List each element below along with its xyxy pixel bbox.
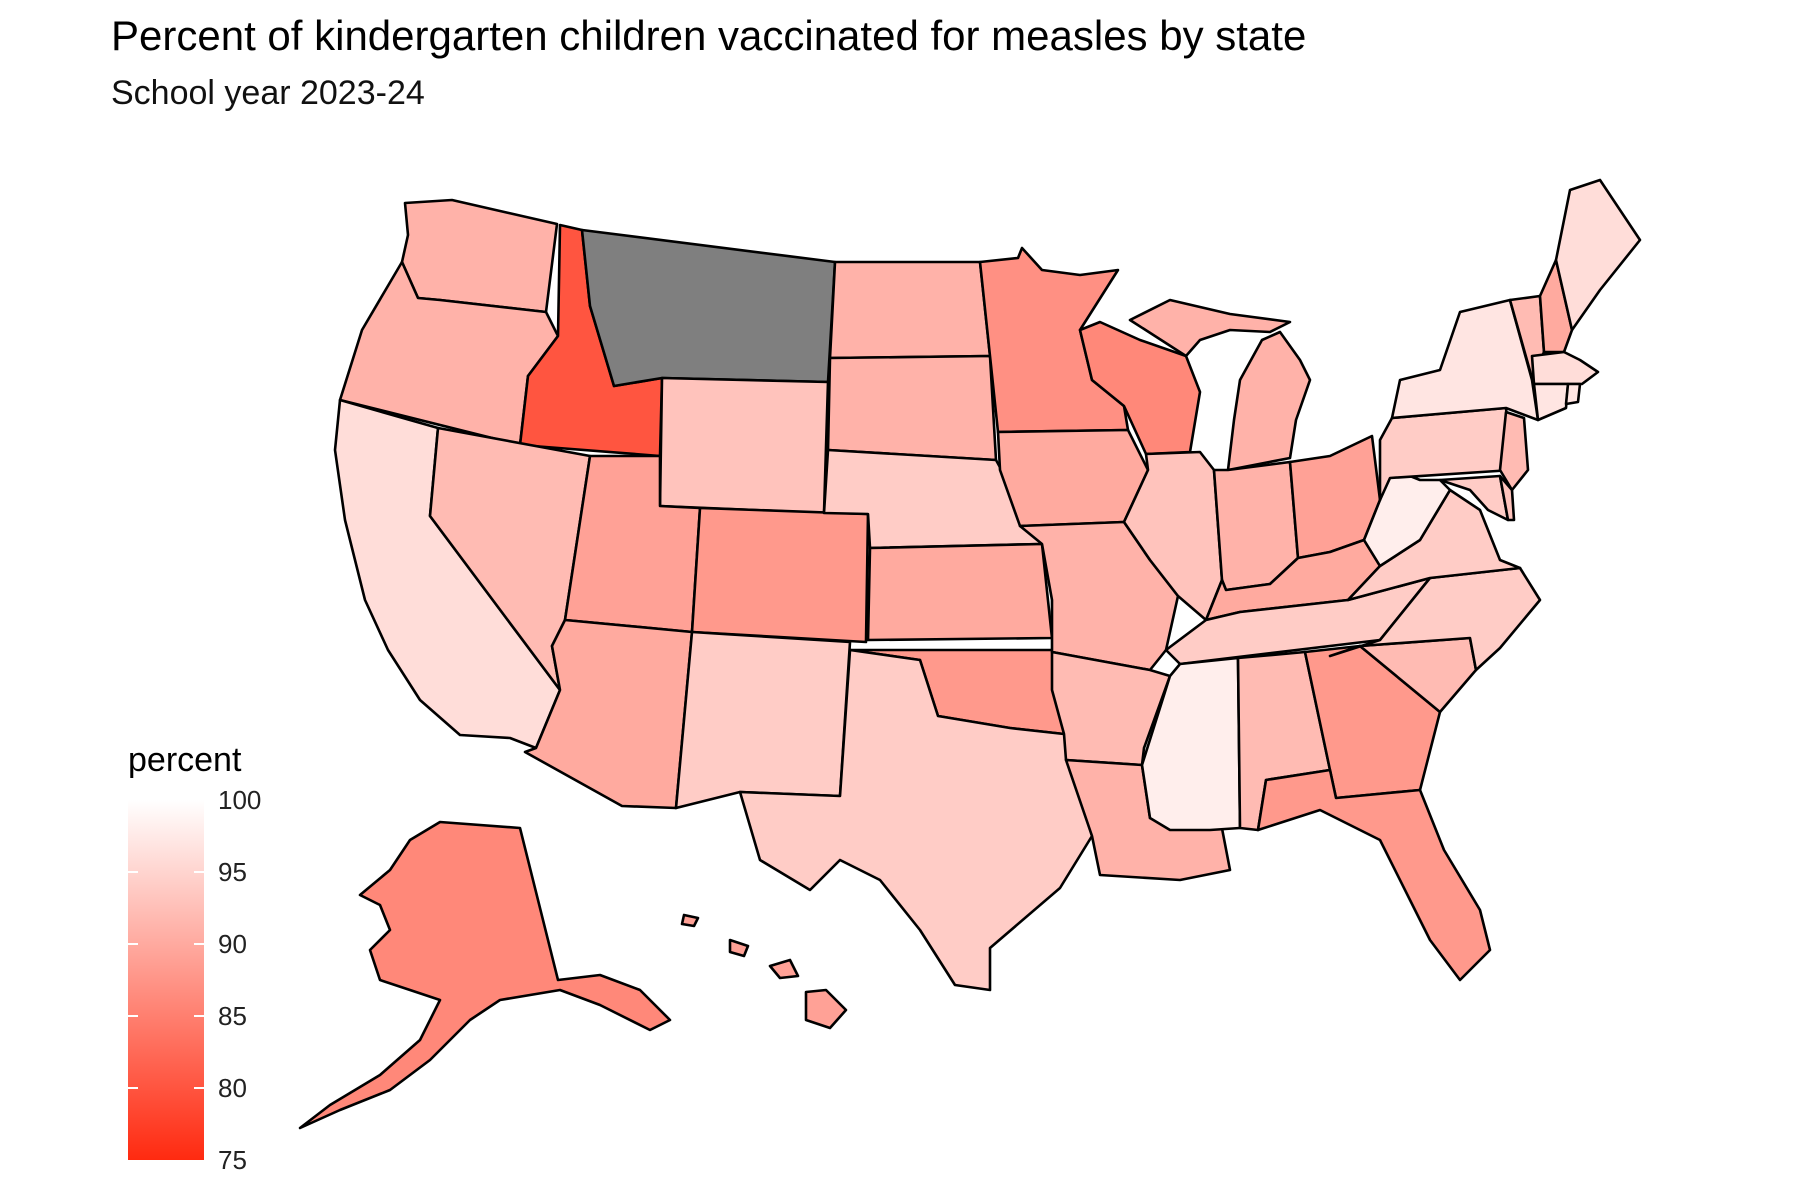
map-subtitle: School year 2023-24 — [111, 74, 425, 112]
state-massachusetts — [1530, 350, 1600, 386]
state-colorado — [690, 506, 870, 644]
state-rhode-island — [1564, 382, 1582, 406]
legend-tick-label: 75 — [218, 1145, 247, 1175]
legend-tick-mark — [128, 1015, 138, 1017]
state-delaware — [1498, 474, 1516, 522]
state-michigan — [1128, 298, 1312, 472]
legend-tick-label: 100 — [218, 785, 262, 815]
legend-tick-mark — [194, 1087, 204, 1089]
state-wisconsin — [1078, 320, 1202, 456]
state-maryland — [1438, 474, 1510, 522]
legend-tick-mark — [194, 871, 204, 873]
state-north-dakota — [828, 260, 992, 360]
legend-tick-mark — [194, 1015, 204, 1017]
state-illinois — [1122, 450, 1224, 622]
state-wyoming — [658, 376, 830, 515]
legend-tick-mark — [128, 1087, 138, 1089]
state-florida — [1256, 768, 1492, 982]
legend-tick-mark — [194, 943, 204, 945]
state-montana — [580, 228, 837, 388]
state-new-hampshire — [1538, 258, 1574, 354]
state-kansas — [866, 542, 1054, 642]
state-new-jersey — [1498, 410, 1530, 492]
legend-color-bar — [128, 800, 204, 1160]
state-washington — [400, 198, 559, 314]
legend-tick-label: 95 — [218, 857, 247, 887]
legend-tick-label: 80 — [218, 1073, 247, 1103]
legend-tick-label: 90 — [218, 929, 247, 959]
state-alaska — [298, 820, 672, 1130]
state-texas — [738, 648, 1094, 992]
map-title: Percent of kindergarten children vaccina… — [111, 12, 1307, 59]
state-new-mexico — [674, 630, 852, 810]
legend-tick-label: 85 — [218, 1001, 247, 1031]
state-south-dakota — [826, 354, 998, 462]
state-hawaii — [680, 913, 848, 1030]
legend-tick-mark — [128, 871, 138, 873]
legend-title: percent — [128, 741, 242, 779]
state-maine — [1554, 178, 1642, 332]
legend-tick-mark — [128, 943, 138, 945]
state-iowa — [996, 428, 1150, 528]
state-connecticut — [1532, 382, 1570, 422]
